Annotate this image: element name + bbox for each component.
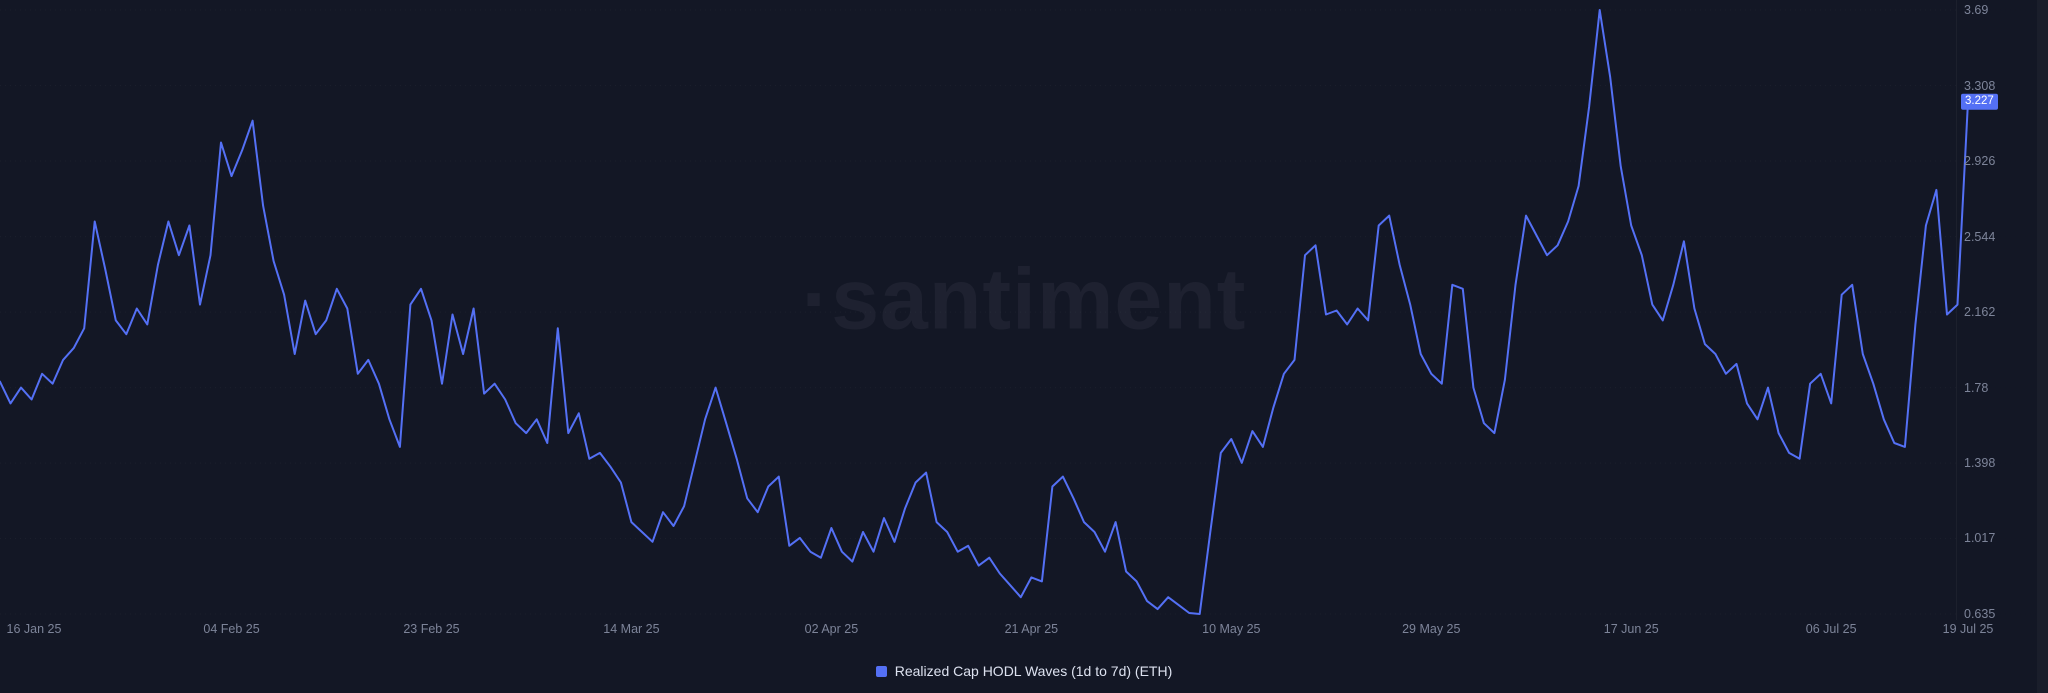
y-axis-tick-label: 3.69 <box>1964 2 1989 17</box>
chart-plot-area[interactable]: ·santiment 3.69 3.308 2.926 2.544 2.162 1.78 1… <box>0 0 2048 620</box>
legend-item-realized-cap-hodl-waves[interactable]: Realized Cap HODL Waves (1d to 7d) (ETH) <box>875 663 1173 679</box>
x-axis-tick-label: 23 Feb 25 <box>403 622 460 636</box>
line-chart <box>0 9 1969 615</box>
x-axis-tick-label: 02 Apr 25 <box>804 622 859 636</box>
y-axis-tick-label: 2.544 <box>1964 229 1996 244</box>
x-axis-tick-label: 14 Mar 25 <box>603 622 660 636</box>
x-axis-tick-label: 10 May 25 <box>1202 622 1261 636</box>
scrollbar-track[interactable] <box>2037 0 2048 693</box>
x-axis-tick-label: 29 May 25 <box>1402 622 1461 636</box>
x-axis-tick-label: 19 Jul 25 <box>1942 622 1994 636</box>
x-axis-tick-label: 06 Jul 25 <box>1805 622 1857 636</box>
y-axis-tick-label: 0.635 <box>1964 606 1996 621</box>
legend: Realized Cap HODL Waves (1d to 7d) (ETH) <box>0 663 2048 679</box>
y-axis-tick-label: 2.162 <box>1964 304 1996 319</box>
series-line <box>0 9 1969 615</box>
last-value-badge: 3.227 <box>1961 93 1998 110</box>
x-axis-tick-label: 16 Jan 25 <box>6 622 62 636</box>
x-axis-tick-label: 17 Jun 25 <box>1603 622 1659 636</box>
y-axis-tick-label: 3.308 <box>1964 78 1996 93</box>
y-axis-tick-label: 2.926 <box>1964 153 1996 168</box>
x-axis-tick-label: 04 Feb 25 <box>203 622 260 636</box>
y-axis-tick-label: 1.398 <box>1964 455 1996 470</box>
series-color-swatch <box>875 665 887 677</box>
y-axis-separator <box>1956 0 1957 620</box>
legend-label: Realized Cap HODL Waves (1d to 7d) (ETH) <box>894 663 1173 679</box>
y-axis-tick-label: 1.017 <box>1964 531 1996 546</box>
y-axis-tick-label: 1.78 <box>1964 380 1989 395</box>
x-axis-tick-label: 21 Apr 25 <box>1004 622 1059 636</box>
